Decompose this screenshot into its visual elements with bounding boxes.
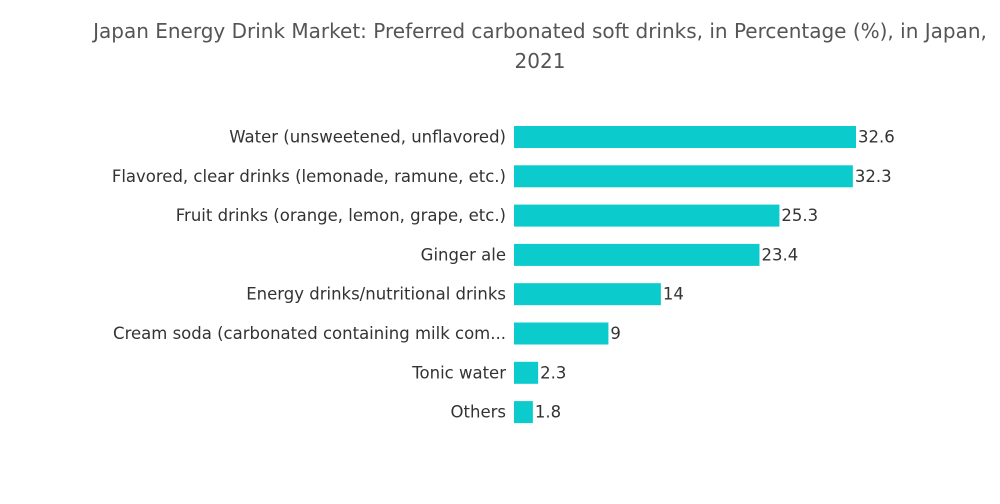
category-label: Ginger ale (421, 245, 506, 264)
bar (514, 204, 780, 227)
category-label: Energy drinks/nutritional drinks (246, 285, 506, 304)
chart-title: Japan Energy Drink Market: Preferred car… (93, 19, 987, 73)
value-label: 23.4 (761, 245, 798, 264)
bar (514, 165, 853, 188)
value-label: 14 (663, 285, 684, 304)
category-label: Water (unsweetened, unflavored) (229, 128, 506, 147)
value-label: 32.6 (858, 128, 895, 147)
bar (514, 322, 609, 345)
value-label: 2.3 (540, 363, 566, 382)
bar (514, 401, 533, 424)
value-label: 1.8 (535, 403, 561, 422)
category-label: Cream soda (carbonated containing milk c… (113, 324, 506, 343)
value-label: 9 (610, 324, 621, 343)
category-label: Others (451, 403, 506, 422)
category-label: Fruit drinks (orange, lemon, grape, etc.… (176, 206, 506, 225)
category-label: Tonic water (411, 363, 506, 382)
value-label: 32.3 (855, 167, 892, 186)
bar (514, 283, 661, 306)
bar (514, 126, 856, 148)
bar (514, 243, 760, 266)
bar (514, 361, 539, 384)
value-label: 25.3 (781, 206, 818, 225)
category-label: Flavored, clear drinks (lemonade, ramune… (112, 167, 506, 186)
